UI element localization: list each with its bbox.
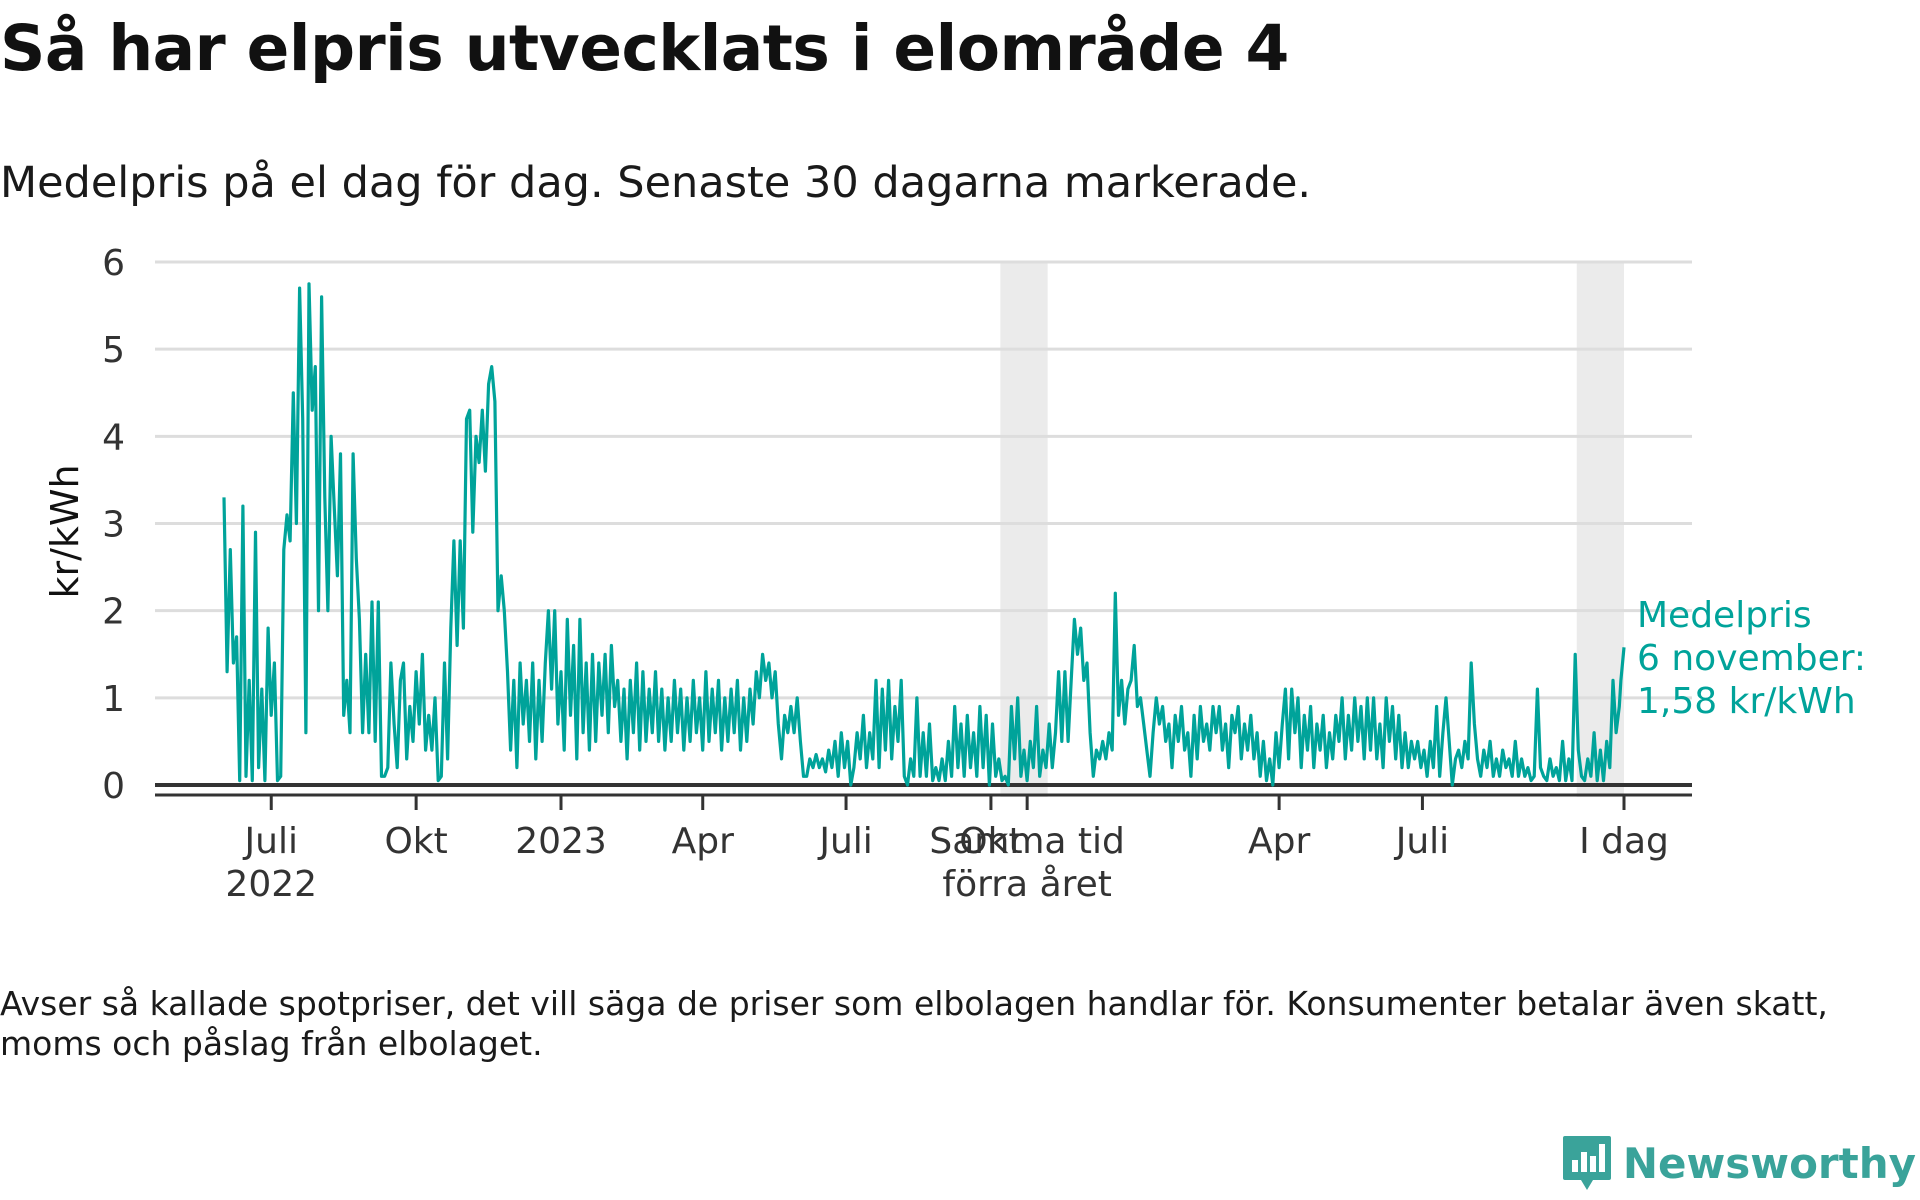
brand-name: Newsworthy [1622, 1138, 1916, 1188]
chart-subtitle: Medelpris på el dag för dag. Senaste 30 … [0, 158, 1312, 208]
x-tick-label-0-0: Juli [243, 821, 298, 862]
series-line [222, 282, 1626, 787]
y-tick-label-0: 0 [102, 766, 125, 807]
x-tick-label-2-0: 2023 [515, 821, 607, 862]
y-axis: 0 1 2 3 4 5 6 [102, 243, 125, 807]
y-axis-label: kr/kWh [43, 464, 87, 598]
y-tick-label-6: 6 [102, 243, 125, 284]
x-tick-label-8-0: Juli [1394, 821, 1449, 862]
highlight-band-1 [1000, 262, 1048, 797]
x-tick-label-6-1: förra året [942, 864, 1112, 905]
y-tick-label-4: 4 [102, 417, 125, 458]
annotation-line-3: 1,58 kr/kWh [1637, 681, 1856, 722]
grid-lines [155, 260, 1692, 700]
brand-logo: Newsworthy [1561, 1134, 1916, 1192]
newsworthy-logo-icon [1562, 1136, 1611, 1190]
y-tick-label-1: 1 [102, 679, 125, 720]
x-tick-label-7-0: Apr [1248, 821, 1310, 862]
x-tick-label-6-0: Samma tid [929, 821, 1125, 862]
annotation-line-1: Medelpris [1637, 595, 1812, 636]
y-tick-label-3: 3 [102, 505, 125, 546]
annotation-line-2: 6 november: [1637, 638, 1866, 679]
x-tick-label-1-0: Okt [384, 821, 447, 862]
chart-title: Så har elpris utvecklats i elområde 4 [0, 12, 1289, 85]
y-tick-label-5: 5 [102, 330, 125, 371]
y-tick-label-2: 2 [102, 592, 125, 633]
x-tick-label-5-0: Okt [959, 821, 1022, 862]
footnote: Avser så kallade spotpriser, det vill sä… [0, 984, 1828, 1063]
x-tick-label-3-0: Apr [672, 821, 734, 862]
price-line-1 [222, 282, 1626, 787]
x-tick-label-9-0: I dag [1579, 821, 1669, 862]
x-tick-label-4-0: Juli [817, 821, 872, 862]
x-tick-label-0-1: 2022 [225, 864, 317, 905]
